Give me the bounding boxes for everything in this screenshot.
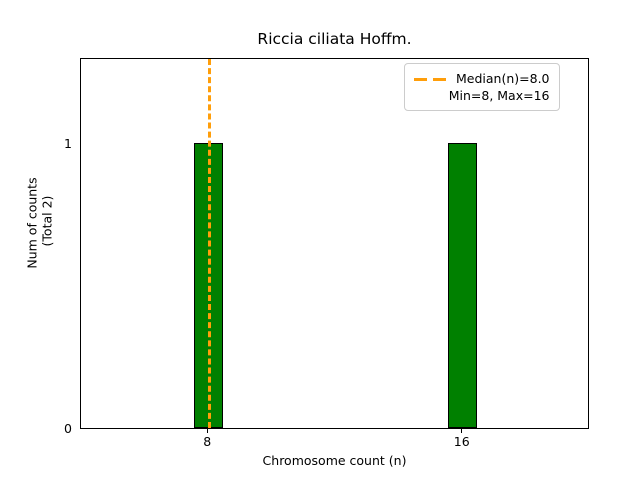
dashed-line-icon [413,73,447,85]
chart-title: Riccia ciliata Hoffm. [257,30,412,48]
x-axis-label: Chromosome count (n) [262,453,407,468]
legend-label-minmax: Min=8, Max=16 [448,88,550,103]
x-tick-mark-16 [461,429,463,433]
bar-chromosome-8 [193,142,223,428]
y-axis-ticks: 1 0 [0,58,72,435]
x-axis-ticks: 8 16 [80,429,589,459]
x-tick-label-8: 8 [203,434,212,449]
legend: Median(n)=8.0 Min=8, Max=16 [404,63,560,111]
legend-entry-median: Median(n)=8.0 [413,70,550,87]
y-tick-label-0: 0 [64,421,72,436]
legend-label-median: Median(n)=8.0 [456,71,550,86]
plot-area [80,58,589,429]
x-tick-label-16: 16 [453,434,470,449]
bar-chromosome-16 [448,142,478,428]
y-tick-mark-1 [80,144,81,145]
median-line [208,59,212,428]
x-tick-mark-8 [206,429,208,433]
y-tick-label-1: 1 [64,135,72,151]
legend-entry-minmax: Min=8, Max=16 [413,87,550,104]
